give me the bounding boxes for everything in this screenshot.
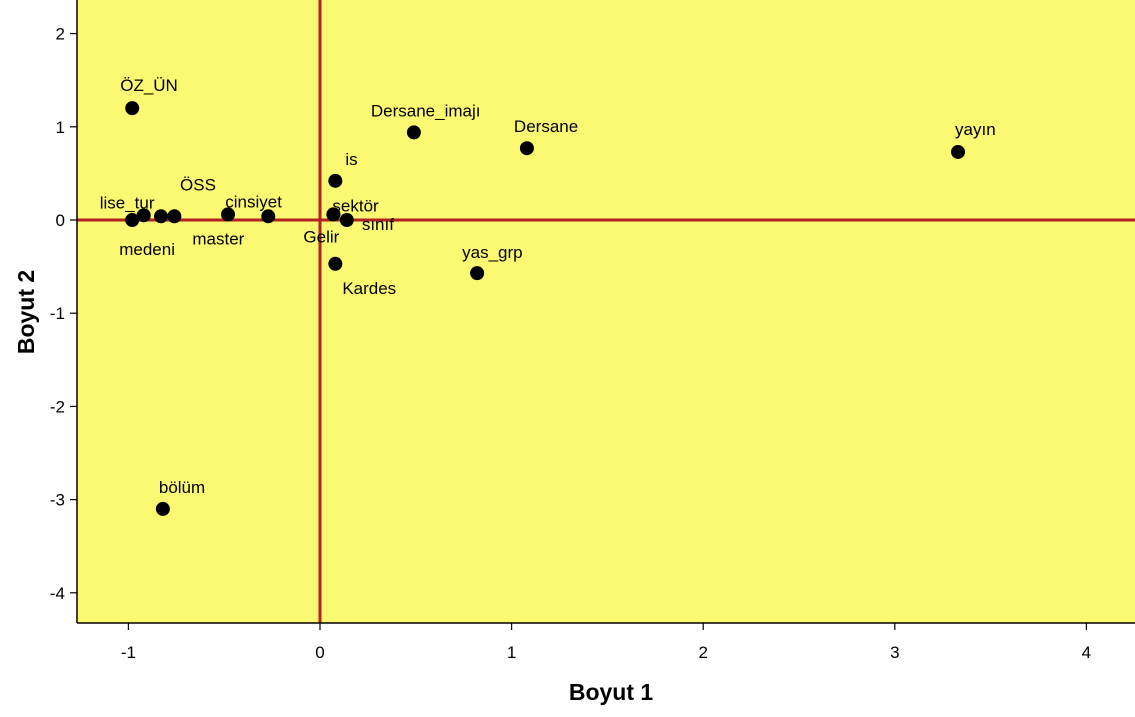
point-label: master	[192, 229, 244, 248]
data-point	[155, 501, 170, 516]
data-point	[221, 207, 236, 222]
x-tick-label: 0	[315, 643, 324, 662]
y-tick-label: -2	[50, 397, 65, 416]
data-point	[167, 209, 182, 224]
y-tick-label: 0	[56, 211, 65, 230]
data-point	[261, 209, 276, 224]
x-tick-label: -1	[121, 643, 136, 662]
x-tick-label: 1	[507, 643, 516, 662]
x-tick-label: 2	[698, 643, 707, 662]
data-point	[328, 256, 343, 271]
data-point	[951, 144, 966, 159]
y-tick-label: -1	[50, 304, 65, 323]
point-label: cinsiyet	[225, 192, 282, 211]
data-point	[136, 208, 151, 223]
point-label: Dersane	[514, 117, 578, 136]
point-label: sektör	[332, 196, 379, 215]
data-point	[519, 141, 534, 156]
reference-lines	[77, 0, 1135, 623]
point-label: is	[345, 150, 357, 169]
data-point	[470, 266, 485, 281]
y-tick-label: -3	[50, 491, 65, 510]
point-label: bölüm	[159, 478, 205, 497]
data-point	[125, 213, 140, 227]
axes	[76, 0, 1135, 624]
point-label: ÖSS	[180, 175, 216, 194]
point-label: medeni	[119, 240, 175, 259]
y-tick-label: 1	[56, 118, 65, 137]
data-point	[339, 213, 354, 227]
y-tick-label: 2	[56, 25, 65, 44]
data-point	[326, 207, 341, 222]
x-tick-label: 3	[890, 643, 899, 662]
data-points: ÖZ_ÜN Dersane_imajı Dersane yayın is lise_tur…	[100, 76, 996, 516]
point-label: sınıf	[362, 215, 394, 234]
point-label: Gelir	[303, 227, 339, 246]
y-axis-title: Boyut 2	[13, 270, 39, 354]
data-point	[125, 101, 140, 116]
x-tick-label: 4	[1082, 643, 1091, 662]
point-label: Kardes	[342, 279, 396, 298]
plot-area	[77, 0, 1135, 623]
y-axis-ticks: 2 1 0 -1 -2 -3 -4	[50, 25, 77, 603]
point-label: Dersane_imajı	[371, 101, 481, 120]
point-label: yas_grp	[462, 243, 522, 262]
data-point	[406, 125, 421, 140]
y-tick-label: -4	[50, 584, 65, 603]
point-label: lise_tur	[100, 193, 155, 212]
x-axis-title: Boyut 1	[569, 679, 654, 705]
data-point	[153, 209, 168, 224]
point-label: yayın	[955, 120, 996, 139]
point-label: ÖZ_ÜN	[120, 76, 178, 95]
data-point	[328, 173, 343, 188]
x-axis-ticks: -1 0 1 2 3 4	[121, 623, 1091, 662]
